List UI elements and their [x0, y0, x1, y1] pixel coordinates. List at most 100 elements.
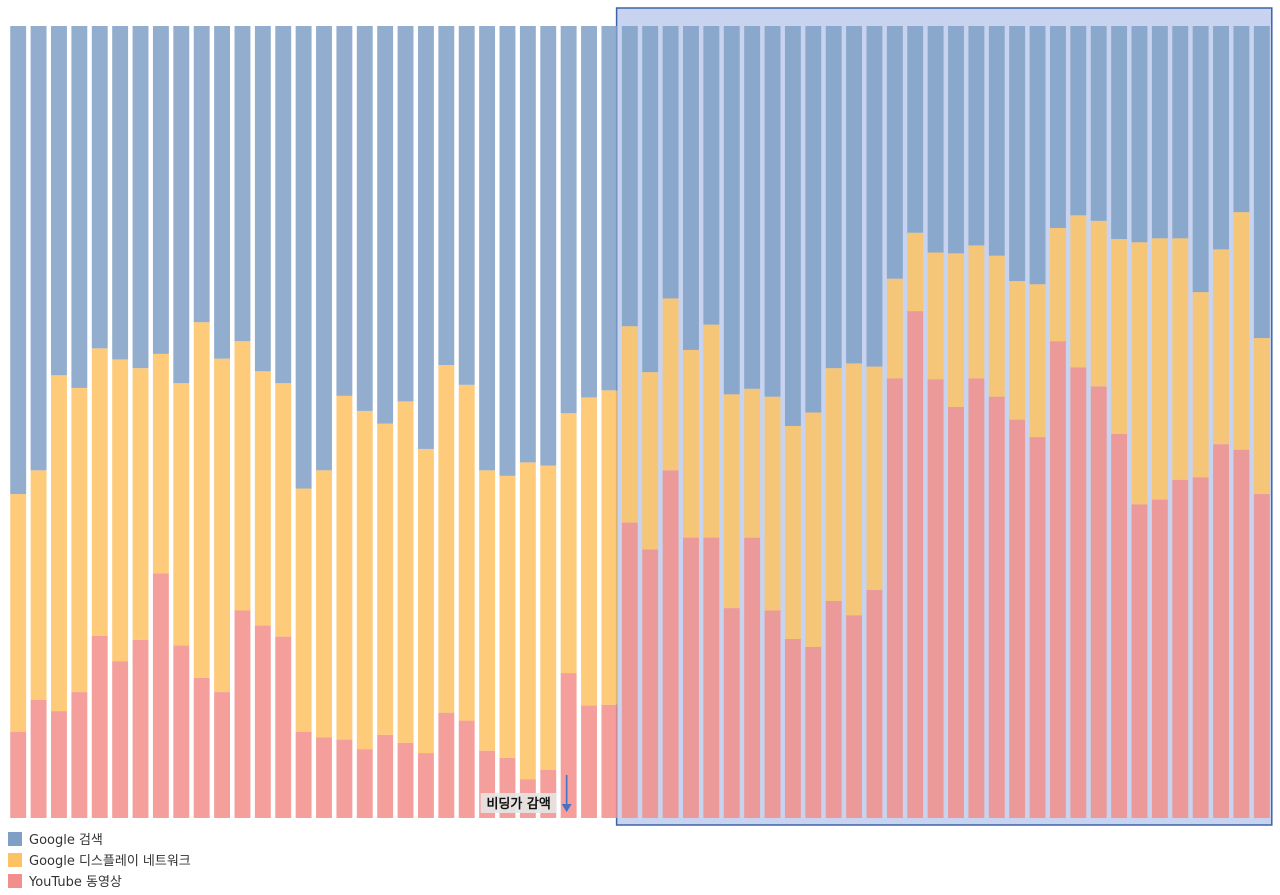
bar-segment-search-14[interactable] — [275, 26, 292, 384]
bar-segment-search-13[interactable] — [254, 26, 271, 372]
bar-segment-search-10[interactable] — [193, 26, 210, 323]
bar-segment-youtube-7[interactable] — [132, 639, 149, 818]
bar-segment-display-53[interactable] — [1070, 215, 1087, 368]
bar-segment-youtube-35[interactable] — [703, 537, 720, 818]
bar-segment-search-25[interactable] — [499, 26, 516, 476]
bar-segment-search-36[interactable] — [723, 26, 740, 395]
bar-segment-search-57[interactable] — [1151, 26, 1168, 239]
bar-segment-search-61[interactable] — [1233, 26, 1250, 213]
bar-segment-display-14[interactable] — [275, 383, 292, 637]
bar-segment-youtube-46[interactable] — [927, 379, 944, 818]
bar-segment-display-33[interactable] — [662, 298, 679, 471]
bar-segment-display-50[interactable] — [1009, 281, 1026, 420]
bar-segment-display-26[interactable] — [519, 462, 536, 780]
bar-segment-youtube-41[interactable] — [825, 600, 842, 818]
bar-segment-search-37[interactable] — [744, 26, 761, 389]
bar-segment-search-35[interactable] — [703, 26, 720, 325]
bar-segment-search-59[interactable] — [1192, 26, 1209, 293]
bar-segment-youtube-45[interactable] — [907, 311, 924, 818]
bar-segment-display-62[interactable] — [1253, 338, 1270, 495]
bar-segment-search-60[interactable] — [1213, 26, 1229, 250]
bar-segment-youtube-43[interactable] — [866, 589, 883, 818]
bar-segment-search-47[interactable] — [948, 26, 964, 254]
bar-segment-display-31[interactable] — [621, 326, 638, 523]
bar-segment-display-55[interactable] — [1111, 239, 1128, 434]
bar-segment-youtube-48[interactable] — [968, 378, 985, 818]
bar-segment-search-2[interactable] — [30, 26, 47, 471]
bar-segment-youtube-34[interactable] — [683, 537, 699, 818]
bar-segment-youtube-57[interactable] — [1151, 499, 1168, 818]
bar-segment-youtube-38[interactable] — [764, 610, 781, 819]
bar-segment-search-58[interactable] — [1172, 26, 1189, 239]
bar-segment-search-62[interactable] — [1253, 26, 1270, 339]
bar-segment-display-48[interactable] — [968, 245, 985, 379]
bar-segment-youtube-42[interactable] — [846, 615, 863, 818]
bar-segment-youtube-16[interactable] — [316, 737, 332, 818]
bar-segment-display-49[interactable] — [988, 255, 1005, 397]
bar-segment-youtube-11[interactable] — [214, 692, 231, 818]
bar-segment-youtube-58[interactable] — [1172, 479, 1189, 818]
bar-segment-youtube-53[interactable] — [1070, 367, 1087, 818]
bar-segment-display-32[interactable] — [642, 372, 659, 550]
bar-segment-search-51[interactable] — [1029, 26, 1046, 285]
bar-segment-youtube-29[interactable] — [581, 705, 597, 818]
bar-segment-display-34[interactable] — [683, 349, 699, 538]
bar-segment-search-29[interactable] — [581, 26, 597, 398]
bar-segment-youtube-17[interactable] — [336, 739, 353, 818]
bar-segment-search-28[interactable] — [560, 26, 577, 414]
bar-segment-youtube-52[interactable] — [1049, 341, 1066, 818]
bar-segment-youtube-8[interactable] — [152, 573, 169, 818]
bar-segment-search-38[interactable] — [764, 26, 781, 397]
bar-segment-youtube-54[interactable] — [1090, 386, 1107, 818]
bar-segment-search-8[interactable] — [152, 26, 169, 354]
bar-segment-display-25[interactable] — [499, 475, 516, 758]
bar-segment-search-54[interactable] — [1090, 26, 1107, 221]
bar-segment-search-15[interactable] — [295, 26, 312, 489]
bar-segment-search-56[interactable] — [1131, 26, 1148, 243]
bar-segment-youtube-44[interactable] — [886, 378, 903, 818]
bar-segment-youtube-62[interactable] — [1253, 494, 1270, 818]
bar-segment-youtube-13[interactable] — [254, 625, 271, 818]
bar-segment-display-6[interactable] — [112, 359, 129, 662]
bar-segment-search-46[interactable] — [927, 26, 944, 253]
bar-segment-display-20[interactable] — [397, 401, 414, 743]
bar-segment-search-45[interactable] — [907, 26, 924, 233]
bar-segment-youtube-15[interactable] — [295, 731, 312, 818]
bar-segment-search-41[interactable] — [825, 26, 842, 369]
bar-segment-youtube-59[interactable] — [1192, 477, 1209, 818]
bar-segment-display-10[interactable] — [193, 322, 210, 678]
bar-segment-youtube-3[interactable] — [51, 711, 67, 818]
bar-segment-display-17[interactable] — [336, 395, 353, 740]
bar-segment-display-18[interactable] — [356, 410, 373, 750]
bar-segment-search-43[interactable] — [866, 26, 883, 367]
bar-segment-display-2[interactable] — [30, 470, 47, 700]
bar-segment-youtube-39[interactable] — [784, 639, 801, 818]
bar-segment-search-55[interactable] — [1111, 26, 1128, 240]
bar-segment-display-36[interactable] — [723, 394, 740, 609]
bar-segment-search-12[interactable] — [234, 26, 251, 342]
bar-segment-youtube-12[interactable] — [234, 610, 251, 819]
bar-segment-search-27[interactable] — [540, 26, 557, 466]
bar-segment-youtube-50[interactable] — [1009, 419, 1026, 818]
bar-segment-youtube-49[interactable] — [988, 396, 1005, 818]
bar-segment-search-33[interactable] — [662, 26, 679, 299]
bar-segment-youtube-37[interactable] — [744, 537, 761, 818]
bar-segment-youtube-14[interactable] — [275, 636, 292, 818]
bar-segment-display-40[interactable] — [805, 412, 822, 647]
legend-item-google-display-network[interactable]: Google 디스플레이 네트워크 — [8, 849, 191, 870]
bar-segment-youtube-36[interactable] — [723, 608, 740, 818]
bar-segment-display-39[interactable] — [784, 425, 801, 640]
bar-segment-search-17[interactable] — [336, 26, 353, 396]
bar-segment-display-5[interactable] — [91, 348, 108, 636]
bar-segment-youtube-28[interactable] — [560, 673, 577, 818]
bar-segment-search-5[interactable] — [91, 26, 108, 349]
bar-segment-search-4[interactable] — [71, 26, 88, 388]
bar-segment-display-52[interactable] — [1049, 227, 1066, 342]
bar-segment-search-39[interactable] — [784, 26, 801, 426]
bar-segment-search-48[interactable] — [968, 26, 985, 246]
bar-segment-display-21[interactable] — [417, 448, 434, 754]
bar-segment-search-42[interactable] — [846, 26, 863, 364]
bar-segment-display-51[interactable] — [1029, 284, 1046, 438]
bar-segment-youtube-47[interactable] — [948, 406, 964, 818]
bar-segment-youtube-60[interactable] — [1213, 444, 1229, 818]
